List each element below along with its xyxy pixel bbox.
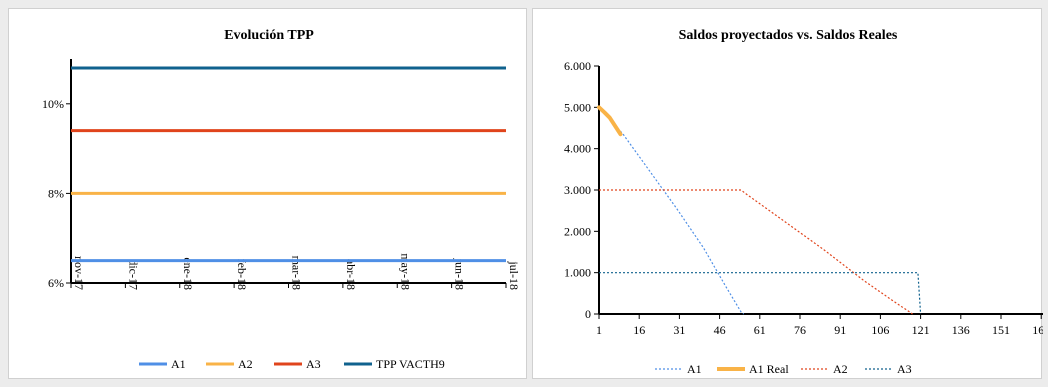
x-tick-label: ene-18 xyxy=(181,257,195,290)
series-line-a1-real xyxy=(597,105,623,137)
legend-label: A1 Real xyxy=(749,362,789,376)
legend-label: A1 xyxy=(687,362,702,376)
y-tick-label: 10% xyxy=(42,97,64,111)
y-tick-label: 6.000 xyxy=(564,59,591,73)
x-tick-label: 76 xyxy=(794,323,806,337)
legend-label: A1 xyxy=(171,357,186,371)
tpp-chart-panel: Evolución TPP 6% 8% 10% nov-17 dic-17 ene-18 f… xyxy=(8,8,527,379)
saldos-chart: Saldos proyectados vs. Saldos Reales 0 1.… xyxy=(564,28,1043,376)
legend-label: A3 xyxy=(306,357,321,371)
x-tick-label: mar-18 xyxy=(290,256,304,290)
x-tick-label: 121 xyxy=(912,323,930,337)
y-tick-label: 5.000 xyxy=(564,100,591,114)
x-tick-label: 136 xyxy=(952,323,970,337)
y-tick-label: 2.000 xyxy=(564,224,591,238)
x-tick-label: nov-17 xyxy=(72,256,86,290)
tpp-chart: Evolución TPP 6% 8% 10% nov-17 dic-17 ene-18 f… xyxy=(42,28,521,371)
saldos-chart-panel: Saldos proyectados vs. Saldos Reales 0 1.… xyxy=(532,8,1043,379)
x-tick-label: 61 xyxy=(754,323,766,337)
x-tick-label: dic-17 xyxy=(126,259,140,290)
x-tick-label: feb-18 xyxy=(235,259,249,290)
x-tick-label: 46 xyxy=(714,323,726,337)
legend-label: TPP VACTH9 xyxy=(376,357,445,371)
y-tick-label: 4.000 xyxy=(564,142,591,156)
x-tick-label: jul-18 xyxy=(507,260,521,290)
series-line-a2 xyxy=(599,189,913,315)
x-tick-label: 151 xyxy=(992,323,1010,337)
x-tick-label: jun-18 xyxy=(453,258,467,290)
legend-label: A2 xyxy=(238,357,253,371)
series-line-a3 xyxy=(599,272,922,315)
x-tick-label: 1 xyxy=(596,323,602,337)
x-tick-label: 106 xyxy=(871,323,889,337)
series-line-a1 xyxy=(598,106,745,315)
y-tick-label: 0 xyxy=(585,307,591,321)
x-tick-label: abr-18 xyxy=(344,259,358,290)
y-tick-label: 1.000 xyxy=(564,266,591,280)
chart-title: Evolución TPP xyxy=(224,28,314,43)
x-tick-label: 91 xyxy=(834,323,846,337)
x-tick-label: may-18 xyxy=(398,253,412,290)
x-tick-label: 166 xyxy=(1032,323,1043,337)
legend-label: A2 xyxy=(833,362,848,376)
x-tick-label: 16 xyxy=(633,323,645,337)
y-tick-label: 6% xyxy=(48,276,64,290)
chart-title: Saldos proyectados vs. Saldos Reales xyxy=(679,28,898,43)
y-tick-label: 8% xyxy=(48,186,64,200)
legend-label: A3 xyxy=(897,362,912,376)
y-tick-label: 3.000 xyxy=(564,183,591,197)
x-tick-label: 31 xyxy=(673,323,685,337)
